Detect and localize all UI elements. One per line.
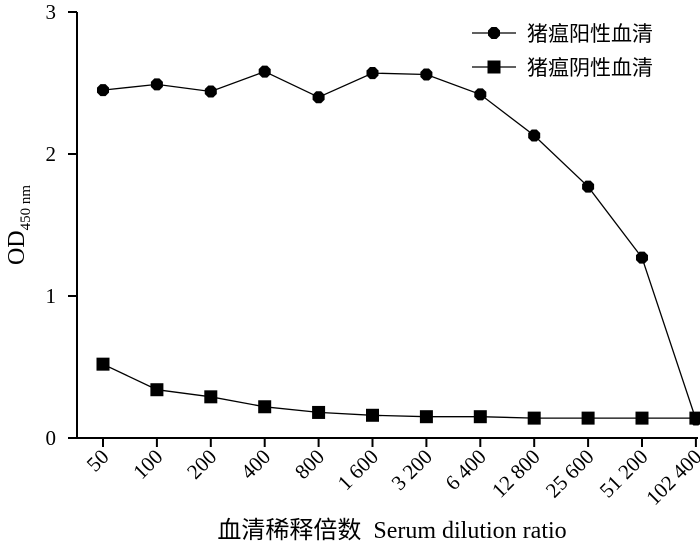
x-axis-title: 血清稀释倍数 Serum dilution ratio <box>217 517 566 544</box>
square-point <box>96 357 110 371</box>
x-tick-label: 400 <box>236 445 275 484</box>
square-point <box>419 410 433 424</box>
x-tick-label: 12 800 <box>487 445 545 503</box>
x-tick-label: 3 200 <box>387 445 437 495</box>
x-tick-label: 102 400 <box>641 445 700 510</box>
square-point <box>473 410 487 424</box>
series-line <box>102 70 697 420</box>
circle-point <box>420 68 433 81</box>
x-tick-label: 100 <box>128 445 167 484</box>
circle-point <box>204 85 217 98</box>
circle-point <box>528 129 541 142</box>
square-point <box>312 405 326 419</box>
legend-square-marker <box>487 60 501 74</box>
circle-point <box>366 67 379 80</box>
x-tick-label: 25 600 <box>541 445 599 503</box>
series-1 <box>96 65 700 426</box>
circle-point <box>258 65 271 78</box>
y-axis-title: OD450 nm <box>4 185 34 265</box>
circle-point <box>96 84 110 97</box>
square-point <box>204 390 218 404</box>
y-axis: 0 1 2 3 OD450 nm <box>4 0 78 450</box>
circle-point <box>474 88 487 101</box>
y-tick-label: 1 <box>46 284 57 308</box>
x-tick-label: 1 600 <box>333 445 383 495</box>
y-axis-title-subscript: 450 nm <box>18 185 34 231</box>
square-point <box>581 411 595 425</box>
x-tick-label: 800 <box>290 445 329 484</box>
y-ticks: 0 1 2 3 <box>46 0 77 450</box>
square-point <box>527 411 541 425</box>
x-tick-label: 50 <box>82 445 114 477</box>
circle-point <box>150 78 163 91</box>
x-tick-label: 6 400 <box>440 445 490 495</box>
square-point <box>258 400 272 414</box>
legend-label: 猪瘟阳性血清 <box>527 22 653 46</box>
y-tick-label: 3 <box>46 0 57 24</box>
series-line <box>102 363 696 419</box>
x-tick-label: 200 <box>182 445 221 484</box>
square-point <box>689 411 700 425</box>
y-axis-title-main: OD <box>4 230 30 265</box>
circle-point <box>635 251 649 264</box>
circle-point <box>582 180 595 193</box>
square-point <box>150 383 164 397</box>
legend-item: 猪瘟阳性血清 <box>472 22 653 46</box>
y-tick-label: 2 <box>46 142 57 166</box>
square-point <box>366 408 379 422</box>
series-2 <box>96 357 700 425</box>
y-tick-label: 0 <box>46 426 57 450</box>
plot-area <box>96 65 700 426</box>
circle-point <box>312 91 325 104</box>
legend-label: 猪瘟阴性血清 <box>527 56 653 80</box>
legend-circle-marker <box>487 26 501 40</box>
legend-item: 猪瘟阴性血清 <box>472 56 653 80</box>
square-point <box>635 411 649 425</box>
